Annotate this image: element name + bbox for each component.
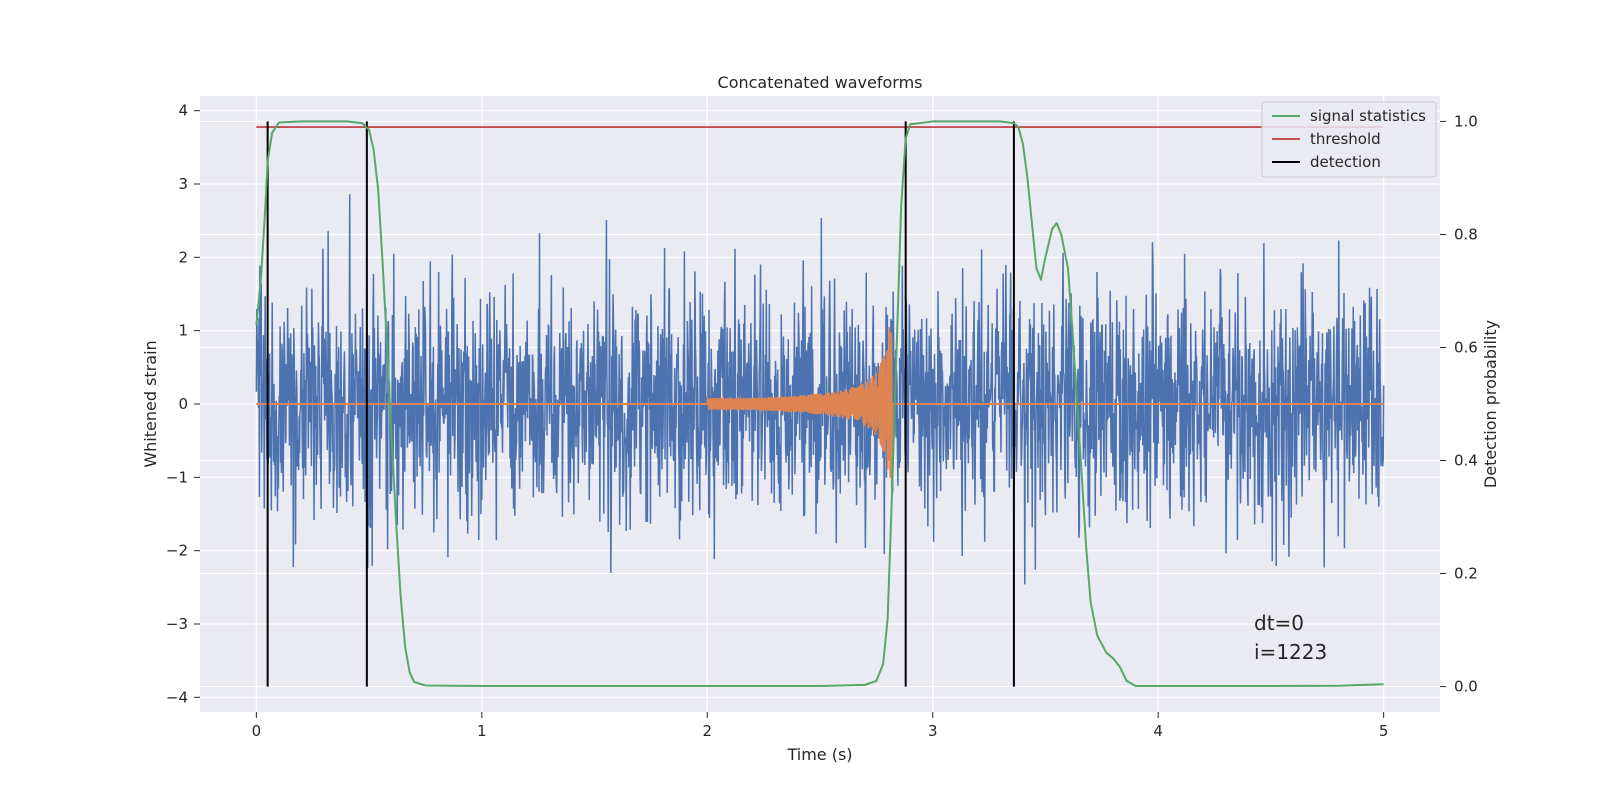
annotation-i: i=1223 [1254, 640, 1327, 664]
annotation-dt: dt=0 [1254, 611, 1304, 635]
y-tick-label: 2 [178, 248, 188, 266]
x-tick-label: 0 [252, 722, 262, 740]
y-tick-label: −1 [166, 468, 188, 486]
y-right-tick-label: 0.2 [1454, 565, 1478, 583]
legend-box [1261, 101, 1437, 178]
series-layer [255, 120, 1385, 687]
y-right-tick-label: 0.0 [1454, 678, 1478, 696]
y-tick-label: 0 [178, 395, 188, 413]
x-axis: 0 1 2 3 4 5 [252, 712, 1389, 740]
y-right-tick-label: 0.4 [1454, 452, 1478, 470]
x-tick-label: 2 [702, 722, 712, 740]
y-tick-label: 1 [178, 322, 188, 340]
x-axis-title: Time (s) [786, 745, 852, 764]
x-tick-label: 1 [477, 722, 487, 740]
y-axis-title: Whitened strain [141, 340, 160, 467]
legend-label-signal-statistics: signal statistics [1310, 107, 1426, 125]
x-tick-label: 3 [928, 722, 938, 740]
chart-title: Concatenated waveforms [718, 73, 923, 92]
y-tick-label: −4 [166, 688, 188, 706]
legend: signal statistics threshold detection [1261, 101, 1437, 178]
y-tick-label: −3 [166, 615, 188, 633]
y-tick-label: −2 [166, 542, 188, 560]
series-injection [256, 326, 1384, 488]
x-tick-label: 4 [1153, 722, 1163, 740]
legend-label-threshold: threshold [1310, 130, 1381, 148]
legend-label-detection: detection [1310, 153, 1381, 171]
y-axis-right-title: Detection probability [1481, 320, 1500, 488]
y-right-tick-label: 0.8 [1454, 225, 1478, 243]
y-right-tick-label: 0.6 [1454, 338, 1478, 356]
left-y-axis: −4 −3 −2 −1 0 1 2 3 4 [166, 102, 200, 706]
y-tick-label: 3 [178, 175, 188, 193]
y-right-tick-label: 1.0 [1454, 112, 1478, 130]
series-signal-statistics [255, 120, 1384, 687]
right-y-axis: 0.0 0.2 0.4 0.6 0.8 1.0 [1440, 112, 1478, 696]
y-tick-label: 4 [178, 102, 188, 120]
annotation: dt=0 i=1223 [1254, 611, 1327, 664]
x-tick-label: 5 [1379, 722, 1389, 740]
